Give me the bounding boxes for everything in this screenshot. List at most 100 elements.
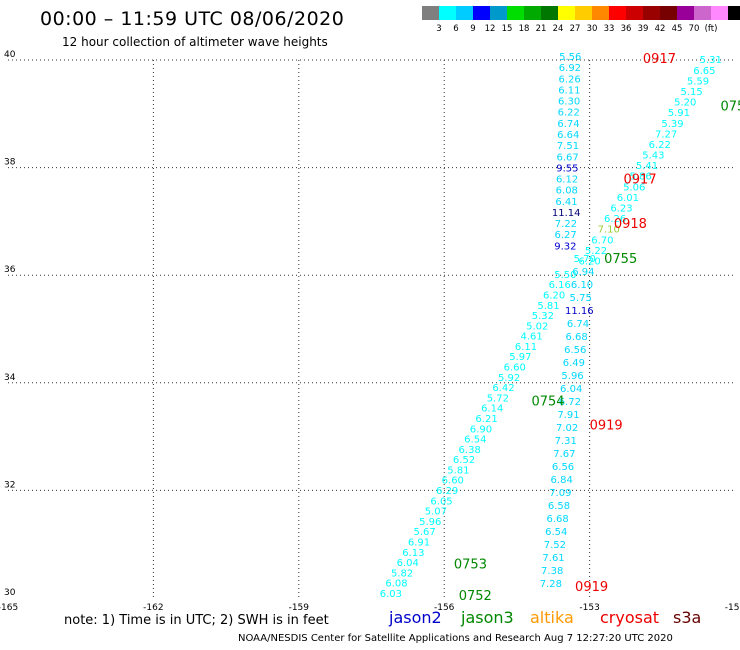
legend-label: 24 — [552, 24, 564, 34]
map-title: 00:00 – 11:59 UTC 08/06/2020 — [40, 8, 345, 30]
wave-height-value: 5.97 — [509, 352, 531, 363]
y-tick-label: 40 — [4, 50, 16, 60]
wave-height-value: 5.86 — [629, 172, 651, 183]
legend-label: (ft) — [704, 24, 718, 34]
wave-height-value: 5.31 — [700, 55, 722, 66]
satellite-s3a: s3a — [673, 608, 702, 627]
wave-height-value: 6.38 — [459, 445, 481, 456]
wave-height-value: 6.26 — [604, 214, 626, 225]
wave-height-value: 5.59 — [687, 76, 709, 87]
wave-height-value: 7.09 — [549, 488, 571, 499]
pass-time-label: 0754 — [531, 394, 564, 409]
wave-height-value: 6.68 — [546, 514, 568, 525]
wave-height-value: 9.55 — [556, 163, 578, 174]
legend-label: 39 — [637, 24, 649, 34]
wave-height-value: 7.38 — [541, 566, 563, 577]
wave-height-value: 6.13 — [402, 548, 424, 559]
x-tick-label: -162 — [143, 603, 163, 613]
wave-height-value: 7.28 — [540, 579, 562, 590]
wave-height-value: 6.64 — [557, 130, 579, 141]
pass-time-label: 0753 — [454, 557, 487, 572]
legend-label: 18 — [518, 24, 530, 34]
legend-swatch — [473, 6, 490, 20]
wave-height-value: 6.52 — [453, 455, 475, 466]
wave-height-value: 6.04 — [397, 558, 419, 569]
wave-height-value: 5.67 — [414, 527, 436, 538]
satellite-cryosat: cryosat — [600, 608, 660, 627]
wave-height-value: 5.41 — [636, 161, 658, 172]
pass-time-label: 0755 — [604, 252, 637, 267]
legend-label: 42 — [654, 24, 666, 34]
legend-label: 27 — [569, 24, 581, 34]
wave-height-value: 6.42 — [492, 383, 514, 394]
wave-height-value: 6.60 — [504, 363, 526, 374]
wave-height-value: 6.49 — [563, 358, 585, 369]
wave-height-value: 7.10 — [598, 225, 620, 236]
wave-height-value: 6.12 — [556, 175, 578, 186]
wave-height-value: 6.01 — [617, 193, 639, 204]
legend-swatch — [643, 6, 660, 20]
pass-time-label: 0917 — [643, 52, 676, 67]
wave-height-value: 7.51 — [557, 141, 579, 152]
y-tick-label: 34 — [4, 373, 16, 383]
wave-height-value: 6.22 — [649, 140, 671, 151]
wave-height-value: 7.22 — [555, 219, 577, 230]
wave-height-value: 6.90 — [470, 424, 492, 435]
wave-height-value: 6.54 — [545, 527, 567, 538]
wave-height-value: 7.02 — [556, 423, 578, 434]
wave-height-value: 6.56 — [564, 345, 586, 356]
wave-height-value: 9.32 — [554, 241, 576, 252]
x-tick-label: -150 — [725, 603, 740, 613]
legend-label: 30 — [586, 24, 598, 34]
wave-height-value: 7.52 — [544, 540, 566, 551]
wave-height-value: 5.81 — [537, 301, 559, 312]
wave-height-value: 6.74 — [567, 319, 589, 330]
wave-height-value: 5.02 — [526, 321, 548, 332]
wave-height-value: 6.23 — [610, 203, 632, 214]
legend-label: 33 — [603, 24, 615, 34]
wave-height-value: 7.91 — [557, 410, 579, 421]
wave-height-value: 6.10 — [571, 280, 593, 291]
legend-swatch — [456, 6, 473, 20]
wave-height-value: 6.20 — [543, 290, 565, 301]
wave-height-value: 6.27 — [555, 230, 577, 241]
wave-height-value: 6.54 — [464, 435, 486, 446]
wave-height-value: 5.07 — [425, 507, 447, 518]
wave-height-value: 5.43 — [642, 151, 664, 162]
legend-label: 12 — [484, 24, 496, 34]
wave-height-value: 5.50 — [554, 270, 576, 281]
wave-height-value: 5.15 — [681, 87, 703, 98]
x-tick-label: -156 — [434, 603, 455, 613]
legend-swatch — [592, 6, 609, 20]
legend-swatch — [524, 6, 541, 20]
pass-time-label: 0919 — [590, 419, 623, 434]
legend-label: 45 — [671, 24, 683, 34]
pass-time-label: 0918 — [614, 217, 647, 232]
pass-time-label: 0919 — [575, 580, 608, 595]
wave-height-value: 5.32 — [532, 311, 554, 322]
x-tick-label: -159 — [289, 603, 310, 613]
wave-height-value: 6.04 — [560, 384, 582, 395]
wave-height-value: 6.22 — [558, 108, 580, 119]
legend-swatch — [439, 6, 456, 20]
legend-swatch — [609, 6, 626, 20]
x-tick-label: -165 — [0, 603, 18, 613]
wave-height-value: 6.16 — [549, 280, 571, 291]
wave-height-value: 6.58 — [548, 501, 570, 512]
wave-height-value: 6.60 — [442, 476, 464, 487]
legend-swatch — [541, 6, 558, 20]
wave-height-value: 7.31 — [555, 436, 577, 447]
wave-height-value: 5.91 — [668, 108, 690, 119]
wave-height-value: 5.22 — [585, 246, 607, 257]
wave-height-value: 6.14 — [481, 404, 503, 415]
wave-height-value: 5.82 — [391, 568, 413, 579]
wave-height-value: 6.03 — [380, 589, 402, 600]
pass-time-label: 0752 — [459, 589, 492, 604]
wave-height-value: 5.75 — [570, 293, 592, 304]
wave-height-value: 6.67 — [557, 152, 579, 163]
wave-height-value: 6.84 — [551, 475, 573, 486]
legend-label: 36 — [620, 24, 632, 34]
wave-height-value: 5.06 — [623, 182, 645, 193]
wave-height-value: 5.20 — [674, 98, 696, 109]
